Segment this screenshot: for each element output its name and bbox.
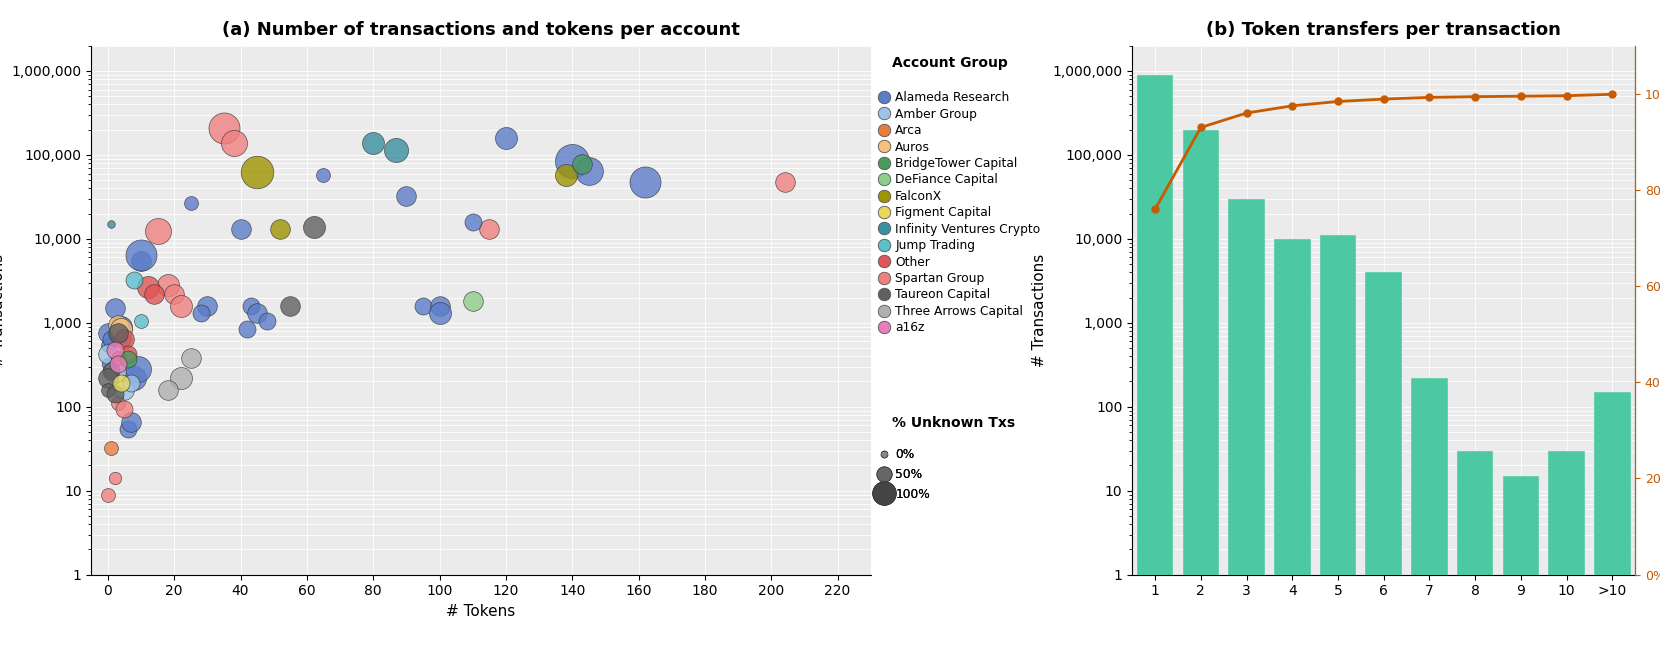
Point bbox=[121, 373, 148, 383]
Point bbox=[95, 373, 121, 383]
Bar bbox=[1594, 392, 1630, 653]
Point bbox=[141, 289, 168, 299]
Point bbox=[553, 170, 579, 180]
Point bbox=[569, 159, 596, 169]
Point bbox=[168, 300, 194, 311]
Point bbox=[244, 167, 271, 177]
Point bbox=[128, 316, 154, 326]
Point bbox=[154, 280, 181, 291]
Point bbox=[108, 321, 134, 332]
Point bbox=[95, 385, 121, 395]
Point bbox=[460, 217, 486, 227]
Point bbox=[410, 300, 437, 311]
Bar bbox=[1411, 378, 1448, 653]
Point bbox=[154, 385, 181, 395]
Point bbox=[221, 137, 247, 148]
Point bbox=[124, 364, 151, 374]
Bar bbox=[1502, 476, 1539, 653]
Point bbox=[98, 365, 124, 375]
Point bbox=[111, 385, 138, 395]
Point bbox=[460, 296, 486, 307]
Y-axis label: # Transactions: # Transactions bbox=[0, 253, 7, 367]
Point bbox=[234, 323, 261, 334]
Point bbox=[118, 378, 144, 389]
Point bbox=[105, 353, 131, 363]
Point bbox=[427, 308, 453, 319]
Point bbox=[559, 155, 586, 166]
Point bbox=[115, 354, 141, 364]
Text: Account Group: Account Group bbox=[891, 56, 1008, 71]
Point bbox=[108, 323, 134, 334]
Point bbox=[95, 340, 121, 350]
Bar bbox=[1228, 199, 1265, 653]
Bar bbox=[1549, 451, 1585, 653]
Point bbox=[277, 300, 304, 311]
Bar bbox=[1273, 239, 1310, 653]
Point bbox=[101, 303, 128, 313]
Point bbox=[300, 221, 327, 232]
Point bbox=[168, 373, 194, 383]
Point bbox=[95, 489, 121, 500]
X-axis label: # Tokens: # Tokens bbox=[447, 604, 516, 619]
Point bbox=[144, 225, 171, 236]
Point bbox=[105, 319, 131, 330]
Point bbox=[95, 359, 121, 370]
Point bbox=[128, 255, 154, 266]
Point bbox=[111, 333, 138, 343]
Point bbox=[244, 308, 271, 319]
Point bbox=[115, 423, 141, 434]
Bar bbox=[1137, 75, 1174, 653]
Point bbox=[194, 300, 221, 311]
Point bbox=[211, 123, 237, 133]
Y-axis label: # Transactions: # Transactions bbox=[1033, 253, 1047, 367]
Point bbox=[476, 224, 503, 234]
Point bbox=[105, 398, 131, 409]
Point bbox=[576, 165, 603, 176]
Point bbox=[360, 137, 387, 148]
Point bbox=[121, 275, 148, 285]
Point bbox=[161, 289, 188, 299]
Point bbox=[101, 473, 128, 484]
Point bbox=[98, 443, 124, 454]
Point bbox=[310, 170, 337, 180]
Point bbox=[108, 378, 134, 389]
Point bbox=[393, 191, 420, 202]
Point bbox=[98, 333, 124, 343]
Point bbox=[493, 133, 520, 143]
Point bbox=[632, 176, 659, 187]
Point bbox=[237, 300, 264, 311]
Title: (a) Number of transactions and tokens per account: (a) Number of transactions and tokens pe… bbox=[222, 21, 740, 39]
Legend: 0%, 50%, 100%: 0%, 50%, 100% bbox=[876, 446, 933, 503]
Point bbox=[115, 349, 141, 360]
Bar bbox=[1366, 272, 1403, 653]
Point bbox=[178, 197, 204, 208]
Point bbox=[105, 328, 131, 338]
Point bbox=[227, 224, 254, 234]
Bar bbox=[1457, 451, 1494, 653]
Title: (b) Token transfers per transaction: (b) Token transfers per transaction bbox=[1207, 21, 1560, 39]
Point bbox=[111, 404, 138, 414]
Point bbox=[111, 333, 138, 343]
Point bbox=[134, 281, 161, 292]
Point bbox=[254, 316, 281, 326]
Point bbox=[267, 224, 294, 234]
Point bbox=[101, 345, 128, 356]
Bar bbox=[1182, 130, 1218, 653]
Point bbox=[383, 144, 410, 155]
Point bbox=[128, 249, 154, 260]
Point bbox=[95, 349, 121, 360]
Point bbox=[105, 328, 131, 338]
Point bbox=[95, 328, 121, 338]
Point bbox=[101, 389, 128, 400]
Point bbox=[427, 300, 453, 311]
Bar bbox=[1320, 235, 1356, 653]
Point bbox=[772, 176, 798, 187]
Point bbox=[178, 353, 204, 363]
Point bbox=[101, 365, 128, 375]
Point bbox=[188, 308, 214, 319]
Point bbox=[98, 219, 124, 229]
Point bbox=[118, 417, 144, 428]
Text: % Unknown Txs: % Unknown Txs bbox=[891, 416, 1014, 430]
Point bbox=[105, 359, 131, 370]
